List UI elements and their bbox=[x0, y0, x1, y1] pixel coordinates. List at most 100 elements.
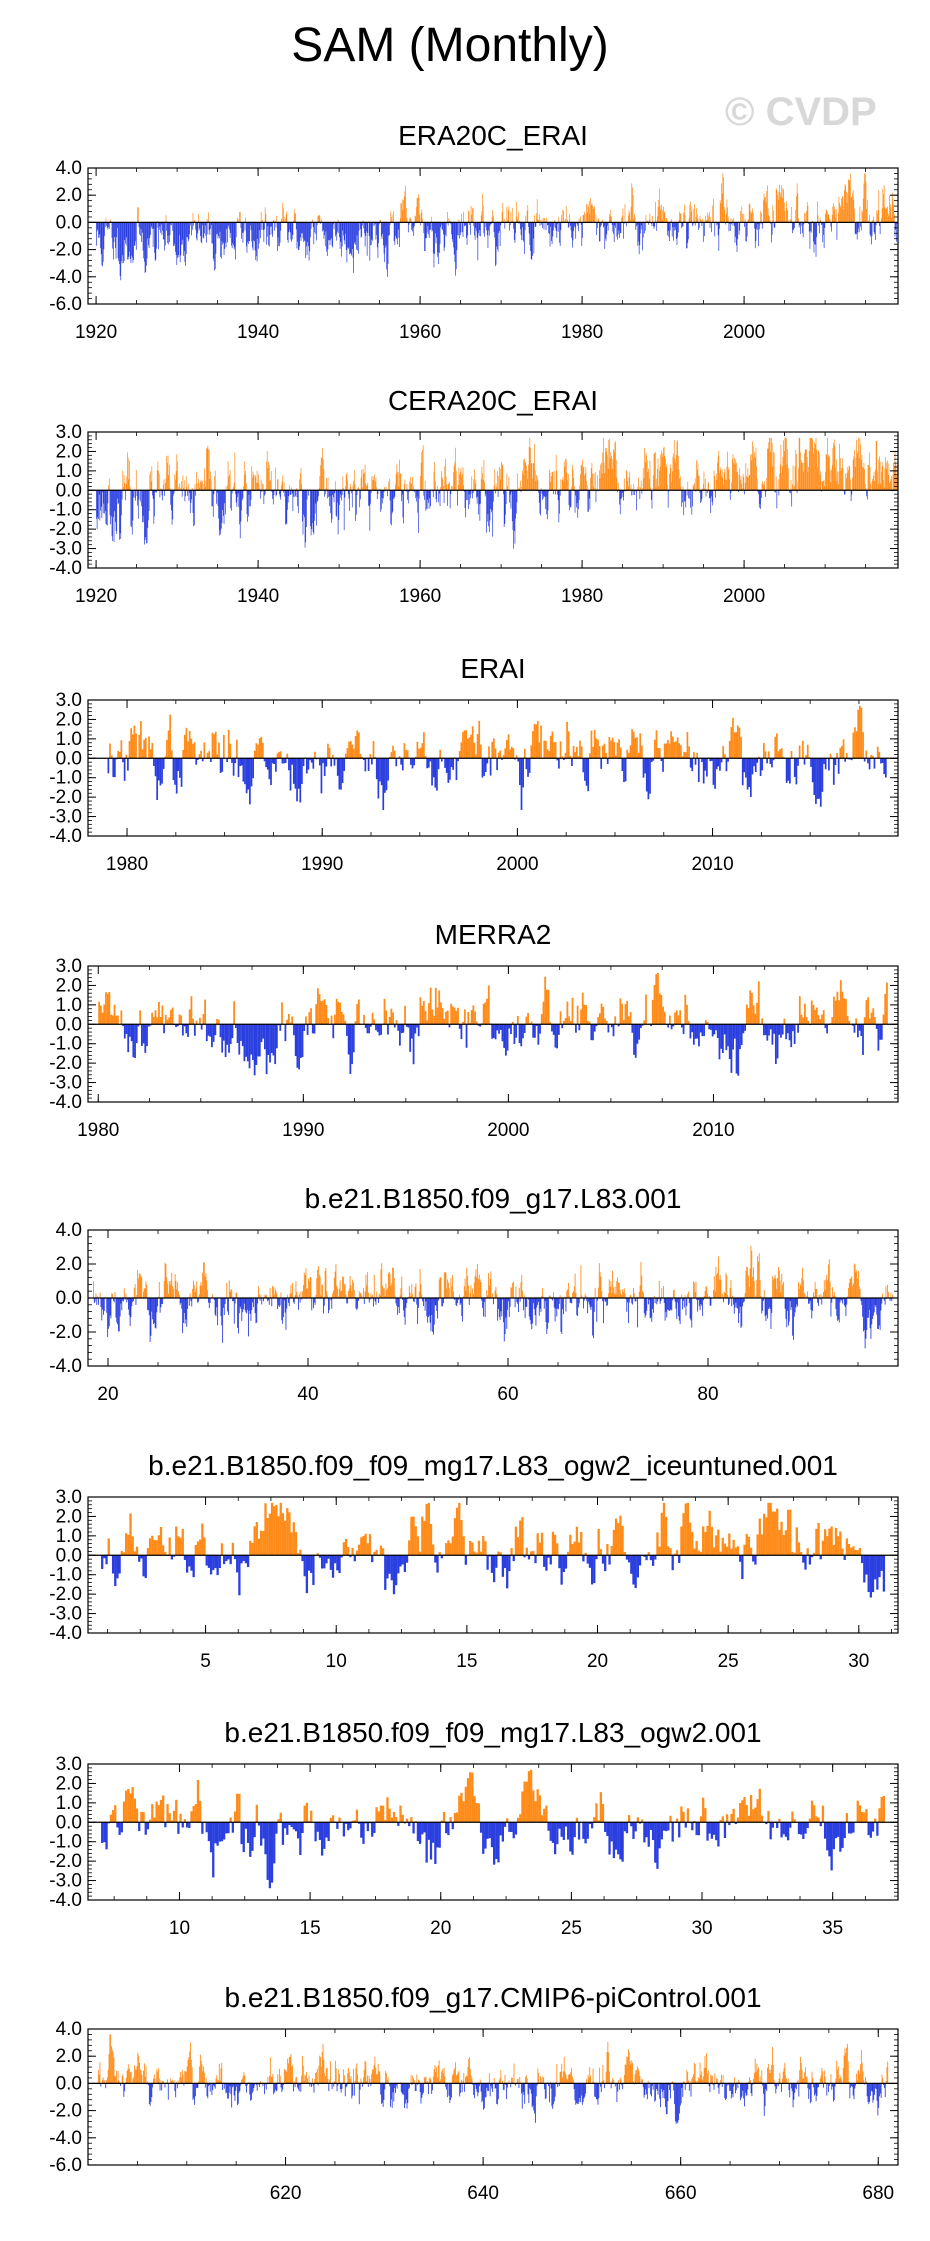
bar-positive bbox=[145, 1281, 147, 1298]
bar-negative bbox=[245, 1298, 247, 1313]
bar-negative bbox=[221, 222, 223, 242]
bar-negative bbox=[247, 222, 249, 244]
bar-negative bbox=[301, 758, 303, 784]
bar-negative bbox=[152, 222, 154, 248]
bar-negative bbox=[814, 222, 816, 245]
bar-positive bbox=[632, 195, 634, 223]
bar-negative bbox=[533, 222, 535, 254]
bar-negative bbox=[349, 222, 351, 254]
bar-positive bbox=[823, 480, 824, 491]
bar-positive bbox=[279, 751, 282, 759]
bar-positive bbox=[639, 733, 642, 759]
bar-positive bbox=[641, 1275, 643, 1298]
bar-negative bbox=[588, 490, 589, 512]
bar-negative bbox=[880, 758, 882, 764]
bar-negative bbox=[568, 222, 570, 227]
bar-positive bbox=[756, 1002, 758, 1025]
bar-positive bbox=[838, 471, 840, 491]
bar-negative bbox=[682, 1024, 685, 1034]
bar-positive bbox=[639, 1285, 641, 1298]
bar-negative bbox=[133, 222, 135, 246]
bar-positive bbox=[769, 216, 770, 223]
bar-negative bbox=[260, 490, 261, 499]
bar-negative bbox=[430, 1298, 432, 1332]
bar-positive bbox=[470, 205, 472, 223]
bar-positive bbox=[618, 1282, 620, 1298]
bar-positive bbox=[601, 745, 604, 759]
bar-negative bbox=[862, 1024, 864, 1055]
bar-positive bbox=[760, 1296, 762, 1298]
bar-negative bbox=[119, 222, 120, 265]
plot-frame bbox=[87, 167, 899, 305]
bar-positive bbox=[858, 437, 859, 491]
bar-positive bbox=[884, 468, 886, 491]
bar-negative bbox=[264, 222, 265, 230]
bar-positive bbox=[150, 471, 151, 491]
bar-positive bbox=[262, 1531, 265, 1556]
bar-positive bbox=[832, 206, 834, 223]
bar-positive bbox=[782, 188, 784, 223]
bar-negative bbox=[695, 490, 697, 492]
bar-negative bbox=[135, 490, 136, 501]
bar-positive bbox=[831, 469, 832, 491]
bar-positive bbox=[577, 756, 580, 759]
bar-positive bbox=[688, 1291, 689, 1298]
bar-negative bbox=[376, 1024, 379, 1032]
bar-positive bbox=[693, 752, 695, 759]
bar-positive bbox=[704, 488, 705, 491]
bar-negative bbox=[697, 1298, 699, 1312]
bar-positive bbox=[328, 747, 331, 759]
bar-positive bbox=[488, 1285, 490, 1298]
bar-negative bbox=[653, 222, 655, 229]
bar-positive bbox=[609, 458, 611, 491]
bar-negative bbox=[170, 1555, 174, 1560]
bar-positive bbox=[448, 1282, 449, 1298]
bar-negative bbox=[520, 222, 521, 230]
bar-positive bbox=[170, 750, 173, 759]
bar-positive bbox=[868, 452, 870, 491]
bar-positive bbox=[371, 1012, 374, 1025]
bar-positive bbox=[588, 200, 590, 223]
bar-negative bbox=[668, 490, 670, 492]
bar-positive bbox=[452, 1275, 454, 1298]
bar-negative bbox=[240, 1024, 242, 1041]
bar-positive bbox=[214, 731, 217, 759]
bar-positive bbox=[853, 200, 855, 223]
bar-negative bbox=[137, 1024, 140, 1027]
bar-negative bbox=[441, 1298, 443, 1307]
bar-positive bbox=[852, 189, 854, 223]
bar-negative bbox=[619, 222, 621, 234]
bar-negative bbox=[285, 490, 287, 524]
bar-negative bbox=[264, 490, 265, 496]
bar-positive bbox=[373, 480, 375, 491]
bar-negative bbox=[289, 490, 291, 495]
bar-negative bbox=[288, 222, 290, 233]
bar-positive bbox=[269, 1287, 271, 1298]
bar-negative bbox=[840, 1298, 842, 1300]
bar-positive bbox=[423, 732, 425, 759]
bar-negative bbox=[347, 222, 349, 249]
bar-negative bbox=[671, 1298, 673, 1311]
bar-positive bbox=[512, 748, 515, 759]
bar-negative bbox=[447, 758, 450, 783]
bar-negative bbox=[844, 490, 846, 495]
bar-positive bbox=[338, 1296, 339, 1298]
bar-negative bbox=[550, 222, 552, 227]
bar-negative bbox=[716, 222, 718, 226]
bar-positive bbox=[420, 1284, 422, 1298]
bar-negative bbox=[474, 222, 476, 240]
bar-negative bbox=[728, 1024, 731, 1060]
bar-negative bbox=[316, 490, 318, 502]
bar-positive bbox=[888, 1291, 889, 1298]
bar-positive bbox=[158, 1001, 160, 1025]
bar-positive bbox=[555, 454, 557, 491]
bar-negative bbox=[470, 490, 472, 494]
panel-title: b.e21.B1850.f09_g17.L83.001 bbox=[305, 1183, 682, 1214]
bar-negative bbox=[860, 222, 861, 227]
bar-positive bbox=[806, 449, 807, 491]
bar-negative bbox=[464, 490, 466, 509]
bar-negative bbox=[715, 490, 716, 498]
bar-negative bbox=[535, 222, 537, 227]
bar-negative bbox=[459, 1298, 461, 1305]
bar-positive bbox=[272, 220, 274, 223]
